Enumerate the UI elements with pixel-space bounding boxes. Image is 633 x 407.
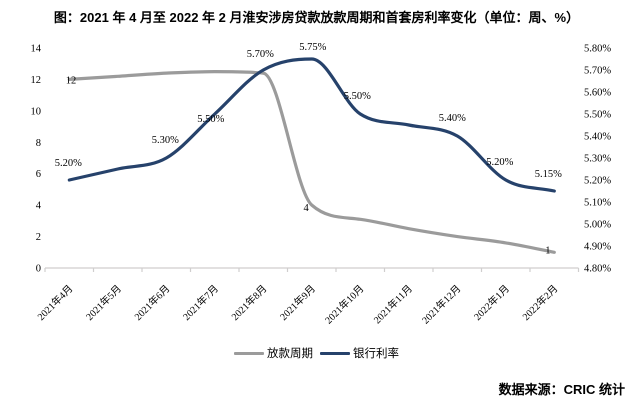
- right-axis-tick-label: 5.10%: [584, 198, 611, 209]
- data-point-label: 5.75%: [299, 42, 326, 53]
- legend-line-sample: [234, 351, 264, 355]
- right-axis-tick-label: 4.90%: [584, 242, 611, 253]
- x-axis-category-label: 2022年2月: [519, 282, 560, 323]
- x-axis-category-labels: 2021年4月 2021年5月 2021年6月 2021年7月 2021年8月 2021年…: [34, 282, 560, 327]
- chart-legend: 放款周期 银行利率: [0, 345, 633, 361]
- left-axis-tick-label: 2: [36, 232, 41, 243]
- right-axis-tick-label: 5.50%: [584, 110, 611, 121]
- left-y-axis-labels: 0 2 4 6 8 10 12 14: [31, 44, 42, 275]
- data-point-label: 5.20%: [486, 157, 513, 168]
- data-point-label: 5.15%: [535, 169, 562, 180]
- right-axis-tick-label: 5.80%: [584, 44, 611, 55]
- right-axis-tick-label: 5.60%: [584, 88, 611, 99]
- x-axis-category-label: 2021年6月: [131, 282, 172, 323]
- data-point-label: 4: [304, 203, 310, 214]
- x-axis-category-label: 2021年10月: [322, 282, 367, 327]
- left-axis-tick-label: 14: [31, 44, 42, 55]
- x-axis-category-label: 2021年11月: [371, 282, 415, 326]
- legend-item-bank-rate: 银行利率: [320, 345, 399, 361]
- left-axis-tick-label: 6: [36, 169, 41, 180]
- x-axis-category-label: 2022年1月: [471, 282, 512, 323]
- loan-cycle-line: [67, 69, 556, 254]
- data-point-label: 5.50%: [197, 114, 224, 125]
- data-point-label: 5.30%: [152, 135, 179, 146]
- x-axis: [44, 267, 580, 272]
- data-point-label: 5.40%: [439, 113, 466, 124]
- right-y-axis-labels: 5.80% 5.70% 5.60% 5.50% 5.40% 5.30% 5.20% 5.10%…: [584, 44, 611, 275]
- right-axis-tick-label: 5.00%: [584, 220, 611, 231]
- right-axis-tick-label: 5.30%: [584, 154, 611, 165]
- legend-label: 银行利率: [353, 348, 399, 360]
- right-axis-tick-label: 5.20%: [584, 176, 611, 187]
- bank-rate-line: [67, 57, 556, 193]
- left-axis-tick-label: 12: [31, 75, 42, 86]
- data-point-label: 5.50%: [344, 91, 371, 102]
- legend-line-sample: [320, 351, 350, 355]
- data-source: 数据来源：CRIC 统计: [498, 382, 625, 397]
- x-axis-category-label: 2021年7月: [180, 282, 221, 323]
- left-axis-tick-label: 8: [36, 138, 41, 149]
- x-axis-category-label: 2021年5月: [83, 282, 124, 323]
- right-axis-tick-label: 5.70%: [584, 66, 611, 77]
- data-point-label: 5.20%: [55, 158, 82, 169]
- right-axis-tick-label: 5.40%: [584, 132, 611, 143]
- left-axis-tick-label: 4: [36, 201, 42, 212]
- data-point-label: 1: [545, 245, 550, 256]
- chart-title: 图：2021 年 4 月至 2022 年 2 月淮安涉房贷款放款周期和首套房利率…: [53, 10, 580, 25]
- x-axis-category-label: 2021年9月: [277, 282, 318, 323]
- legend-label: 放款周期: [267, 348, 313, 360]
- data-point-label: 12: [66, 75, 77, 86]
- right-axis-tick-label: 4.80%: [584, 264, 611, 275]
- x-axis-category-label: 2021年8月: [228, 282, 269, 323]
- legend-item-loan-cycle: 放款周期: [234, 345, 313, 361]
- data-point-label: 5.70%: [247, 49, 274, 60]
- x-axis-category-label: 2021年12月: [419, 282, 464, 327]
- left-axis-tick-label: 0: [36, 264, 41, 275]
- left-axis-tick-label: 10: [31, 106, 42, 117]
- x-axis-category-label: 2021年4月: [34, 282, 75, 323]
